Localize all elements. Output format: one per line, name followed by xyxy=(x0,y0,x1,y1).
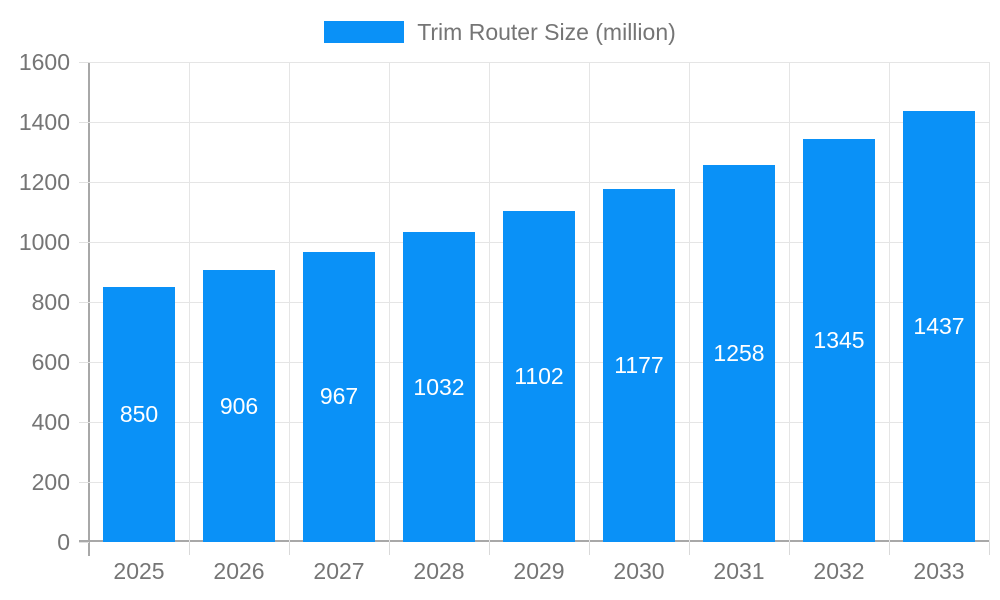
x-axis-tick xyxy=(488,542,490,555)
x-axis-tick-label: 2030 xyxy=(613,558,665,584)
y-axis-tick xyxy=(79,61,89,63)
legend-swatch xyxy=(324,21,405,43)
bar: 967 xyxy=(303,251,375,542)
x-axis-tick-label: 2029 xyxy=(513,558,565,584)
v-gridline xyxy=(788,62,790,542)
bar-value-label: 1032 xyxy=(413,373,465,400)
y-axis-tick xyxy=(79,301,89,303)
x-axis-tick xyxy=(988,542,990,555)
v-gridline xyxy=(988,62,990,542)
h-gridline xyxy=(89,121,989,123)
x-axis-tick-label: 2025 xyxy=(113,558,165,584)
v-gridline xyxy=(588,62,590,542)
v-gridline xyxy=(288,62,290,542)
x-axis-tick xyxy=(288,542,290,555)
y-axis-tick xyxy=(79,481,89,483)
bar-value-label: 906 xyxy=(219,392,259,419)
x-axis-tick xyxy=(888,542,890,555)
v-gridline xyxy=(388,62,390,542)
bar: 1258 xyxy=(703,164,775,542)
legend[interactable]: Trim Router Size (million) xyxy=(0,20,1000,44)
y-axis-tick xyxy=(79,121,89,123)
x-axis-tick xyxy=(588,542,590,555)
x-axis-tick xyxy=(188,542,190,555)
y-axis-tick-label: 0 xyxy=(57,529,70,555)
bar-value-label: 1102 xyxy=(514,363,564,390)
bar-value-label: 1345 xyxy=(813,326,865,353)
y-axis-tick-label: 200 xyxy=(31,469,70,495)
v-gridline xyxy=(688,62,690,542)
x-axis-tick xyxy=(788,542,790,555)
y-axis-tick-label: 1600 xyxy=(18,49,70,75)
bar: 1437 xyxy=(903,110,975,542)
v-gridline xyxy=(488,62,490,542)
x-axis-tick xyxy=(688,542,690,555)
x-axis-tick-label: 2032 xyxy=(813,558,865,584)
y-axis-tick-label: 800 xyxy=(31,289,70,315)
bar: 1102 xyxy=(503,211,575,542)
y-axis-tick-label: 400 xyxy=(31,409,70,435)
bar: 906 xyxy=(203,270,275,542)
y-axis-tick-label: 1400 xyxy=(18,109,70,135)
bar: 850 xyxy=(103,287,175,542)
plot-area: 850 906 967 1032 1102 1177 1258 1345 1437 xyxy=(89,61,990,542)
x-axis-tick-label: 2026 xyxy=(213,558,265,584)
y-axis-tick xyxy=(79,541,89,543)
x-axis-tick-label: 2028 xyxy=(413,558,465,584)
y-axis-tick xyxy=(79,361,89,363)
x-axis-tick xyxy=(388,542,390,555)
bar-value-label: 850 xyxy=(119,401,159,427)
y-axis-tick-label: 1000 xyxy=(18,229,70,255)
h-gridline xyxy=(89,61,989,63)
legend-label: Trim Router Size (million) xyxy=(417,19,676,45)
bar: 1345 xyxy=(803,138,875,542)
bar-value-label: 1177 xyxy=(614,351,664,378)
y-axis-tick xyxy=(79,181,89,183)
v-gridline xyxy=(888,62,890,542)
y-axis-tick-label: 1200 xyxy=(18,169,70,195)
bar: 1177 xyxy=(603,188,675,542)
x-axis-tick-label: 2033 xyxy=(913,558,965,584)
x-axis-tick-label: 2027 xyxy=(313,558,365,584)
y-axis-line xyxy=(88,62,90,556)
x-axis-tick-label: 2031 xyxy=(713,558,765,584)
y-axis-tick xyxy=(79,241,89,243)
bar-value-label: 967 xyxy=(319,383,359,410)
bar-value-label: 1258 xyxy=(713,339,765,366)
bar: 1032 xyxy=(403,232,475,542)
v-gridline xyxy=(188,62,190,542)
bar-value-label: 1437 xyxy=(913,312,965,339)
y-axis-tick xyxy=(79,421,89,423)
y-axis-tick-label: 600 xyxy=(31,349,70,375)
h-gridline xyxy=(89,181,989,183)
